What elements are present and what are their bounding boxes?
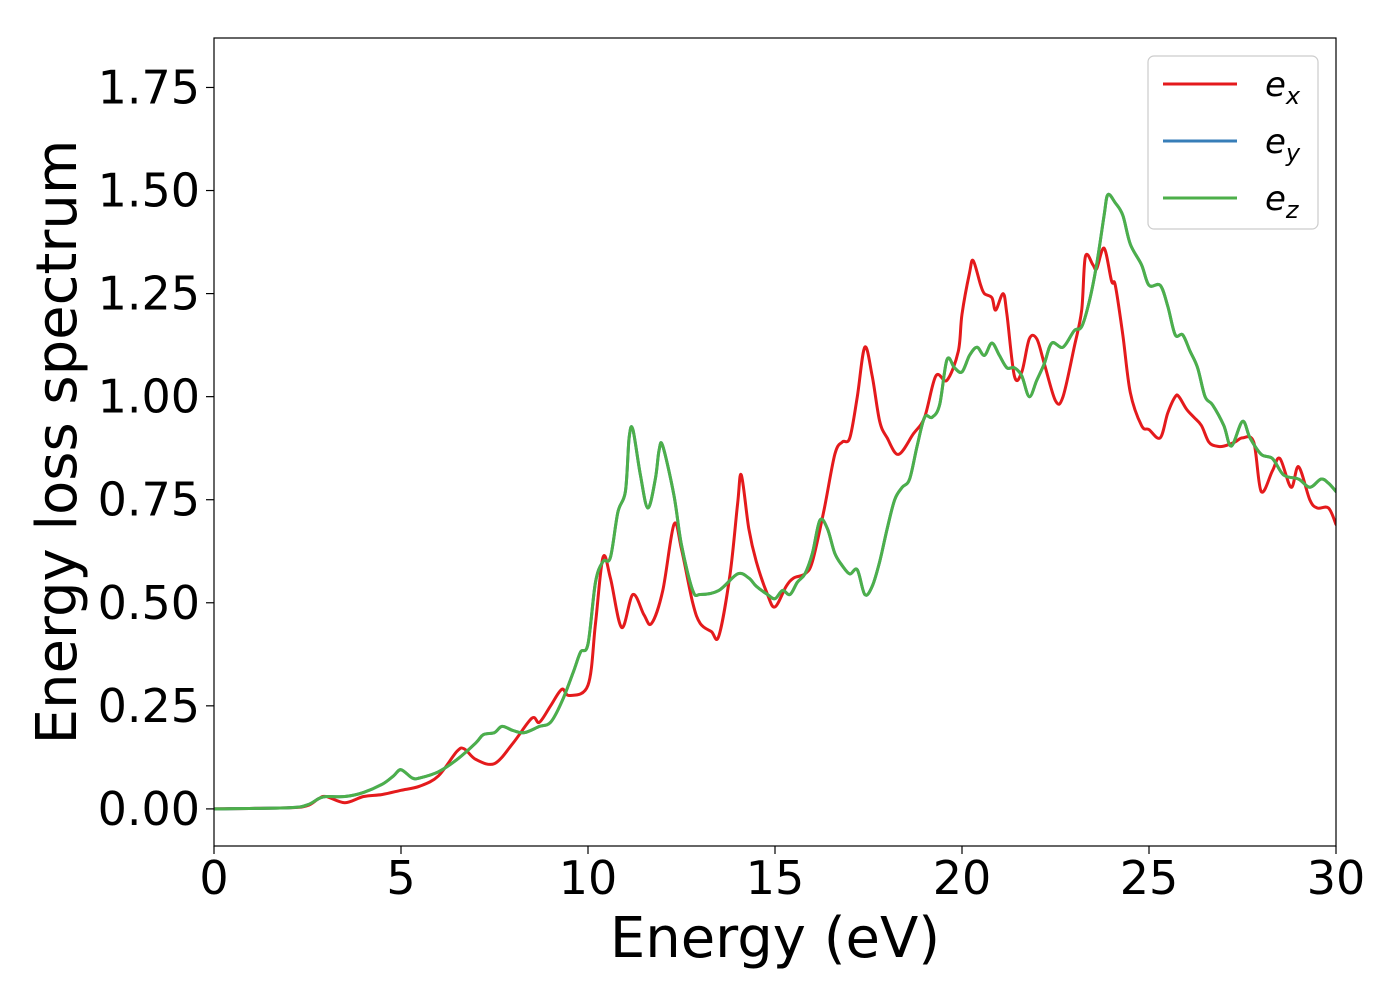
y-tick-label: 1.75 bbox=[98, 60, 200, 114]
y-tick-label: 0.50 bbox=[98, 576, 200, 630]
y-tick-label: 1.50 bbox=[98, 164, 200, 218]
x-axis-title: Energy (eV) bbox=[610, 906, 940, 971]
x-tick-label: 15 bbox=[746, 851, 805, 905]
x-tick-label: 25 bbox=[1120, 851, 1179, 905]
legend-label-e-x: ex bbox=[1265, 65, 1301, 110]
y-tick-label: 0.25 bbox=[98, 679, 200, 733]
legend-label-main: e bbox=[1265, 122, 1286, 162]
x-tick-label: 5 bbox=[386, 851, 415, 905]
legend-label-subscript: x bbox=[1285, 82, 1301, 110]
y-tick-label: 1.00 bbox=[98, 370, 200, 424]
legend-label-main: e bbox=[1265, 179, 1286, 219]
x-tick-label: 30 bbox=[1307, 851, 1366, 905]
series-line-e-z bbox=[214, 192, 1336, 811]
x-tick-label: 0 bbox=[199, 851, 228, 905]
legend-label-main: e bbox=[1265, 65, 1286, 105]
legend-label-subscript: z bbox=[1285, 196, 1300, 224]
series-layer bbox=[214, 192, 1336, 811]
series-line-e-x bbox=[214, 246, 1336, 811]
y-tick-label: 0.00 bbox=[98, 782, 200, 836]
x-tick-label: 10 bbox=[559, 851, 618, 905]
legend-label-e-z: ez bbox=[1265, 179, 1300, 224]
y-axis: 0.00 0.25 0.50 0.75 1.00 1.25 1.50 1.75 bbox=[98, 60, 214, 836]
y-axis-title: Energy loss spectrum bbox=[25, 140, 90, 745]
legend-label-subscript: y bbox=[1285, 139, 1301, 167]
x-tick-label: 20 bbox=[933, 851, 992, 905]
legend-label-e-y: ey bbox=[1265, 122, 1301, 167]
y-tick-label: 0.75 bbox=[98, 473, 200, 527]
x-axis: 0 5 10 15 20 25 30 bbox=[199, 846, 1365, 905]
y-tick-label: 1.25 bbox=[98, 267, 200, 321]
